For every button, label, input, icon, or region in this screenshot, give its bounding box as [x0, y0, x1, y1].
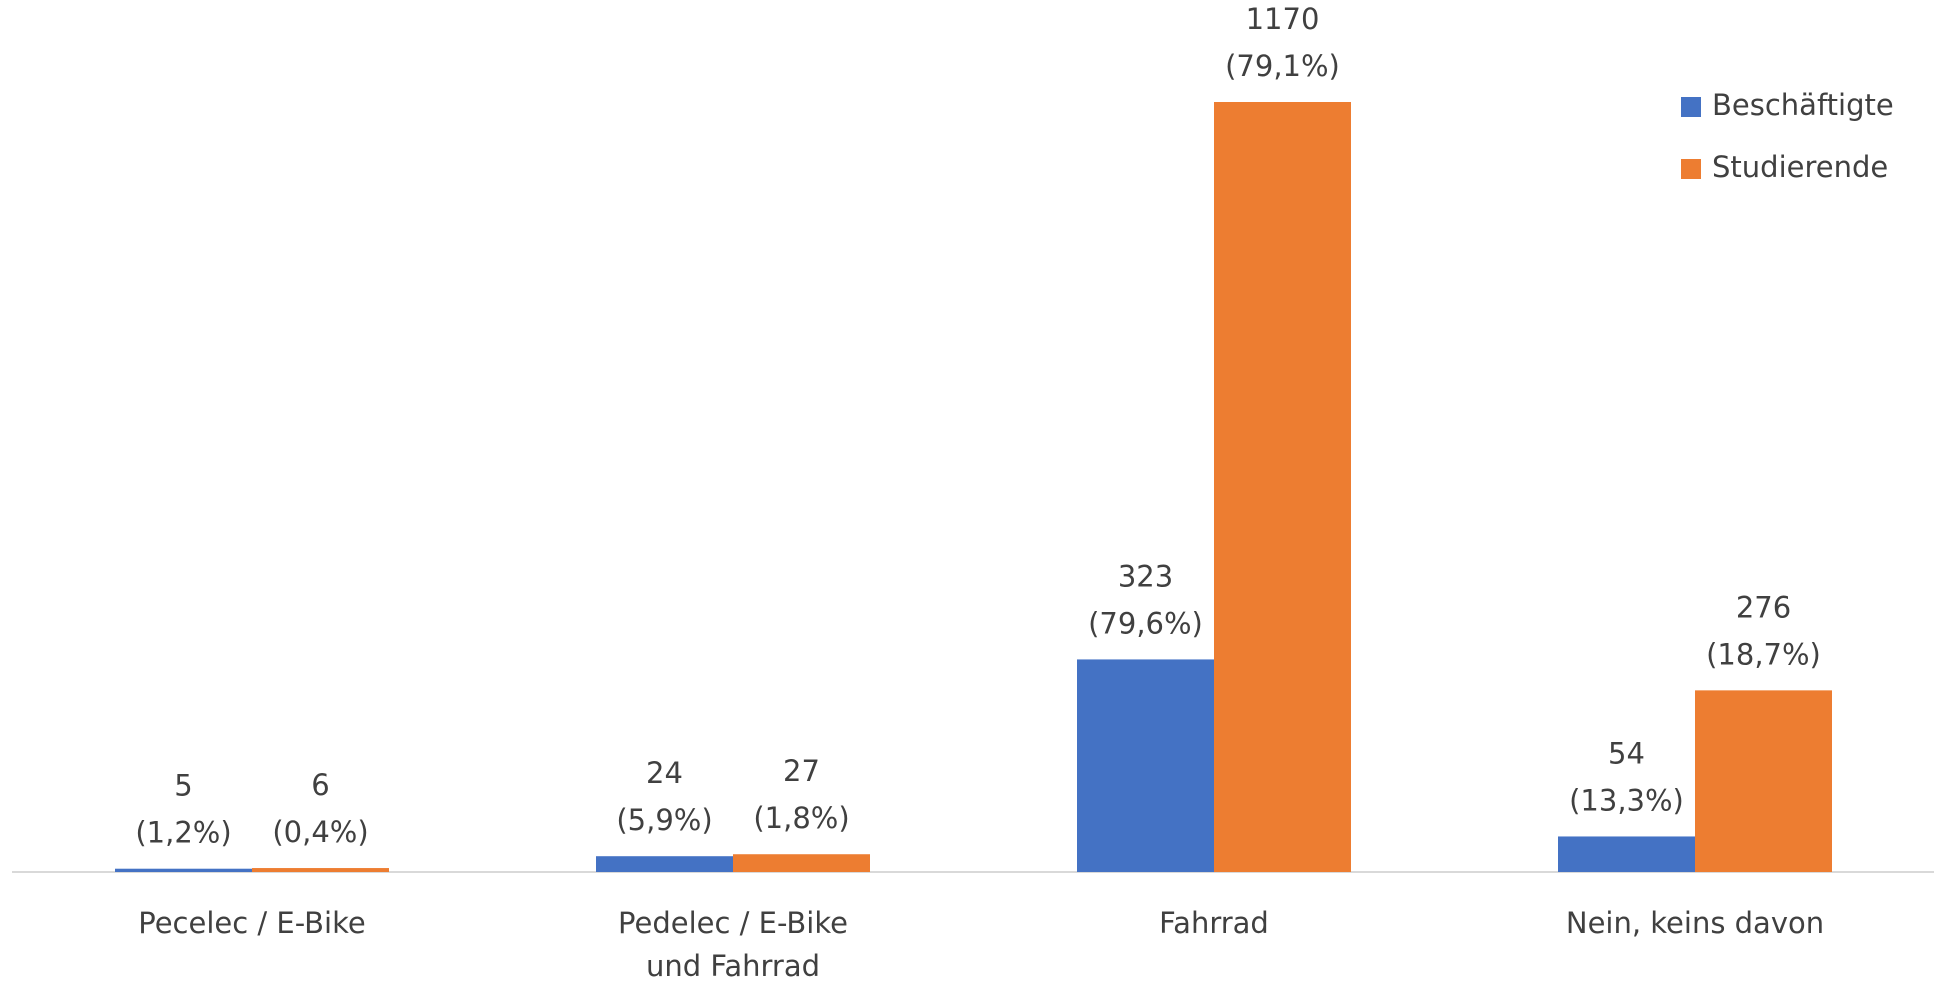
share-label: (13,3%) [1569, 783, 1684, 817]
bar [1695, 690, 1832, 872]
share-label: (5,9%) [616, 803, 712, 837]
x-tick-label: Pecelec / E-Bike [138, 906, 366, 940]
legend-label: Studierende [1712, 150, 1888, 184]
share-label: (18,7%) [1706, 637, 1821, 671]
value-label: 323 [1118, 559, 1173, 593]
x-tick-label: Fahrrad [1159, 906, 1269, 940]
bar [596, 856, 733, 872]
share-label: (1,8%) [753, 801, 849, 835]
bar [733, 854, 870, 872]
share-label: (79,6%) [1088, 606, 1203, 640]
bar [252, 868, 389, 872]
bar [1558, 836, 1695, 872]
value-label: 5 [174, 769, 192, 803]
legend-label: Beschäftigte [1712, 88, 1894, 122]
value-label: 27 [783, 754, 820, 788]
value-label: 276 [1736, 590, 1791, 624]
value-label: 54 [1608, 736, 1645, 770]
value-label: 6 [311, 768, 329, 802]
bar [115, 868, 252, 872]
legend-swatch [1681, 159, 1701, 179]
share-label: (1,2%) [135, 816, 231, 850]
x-tick-label: Pedelec / E-Bike und Fahrrad [618, 906, 848, 983]
share-label: (79,1%) [1225, 49, 1340, 83]
share-label: (0,4%) [272, 815, 368, 849]
value-label: 24 [646, 756, 683, 790]
legend-swatch [1681, 97, 1701, 117]
bar [1077, 659, 1214, 872]
bar [1214, 102, 1351, 872]
value-label: 1170 [1246, 2, 1320, 36]
x-tick-label: Nein, keins davon [1565, 906, 1825, 940]
